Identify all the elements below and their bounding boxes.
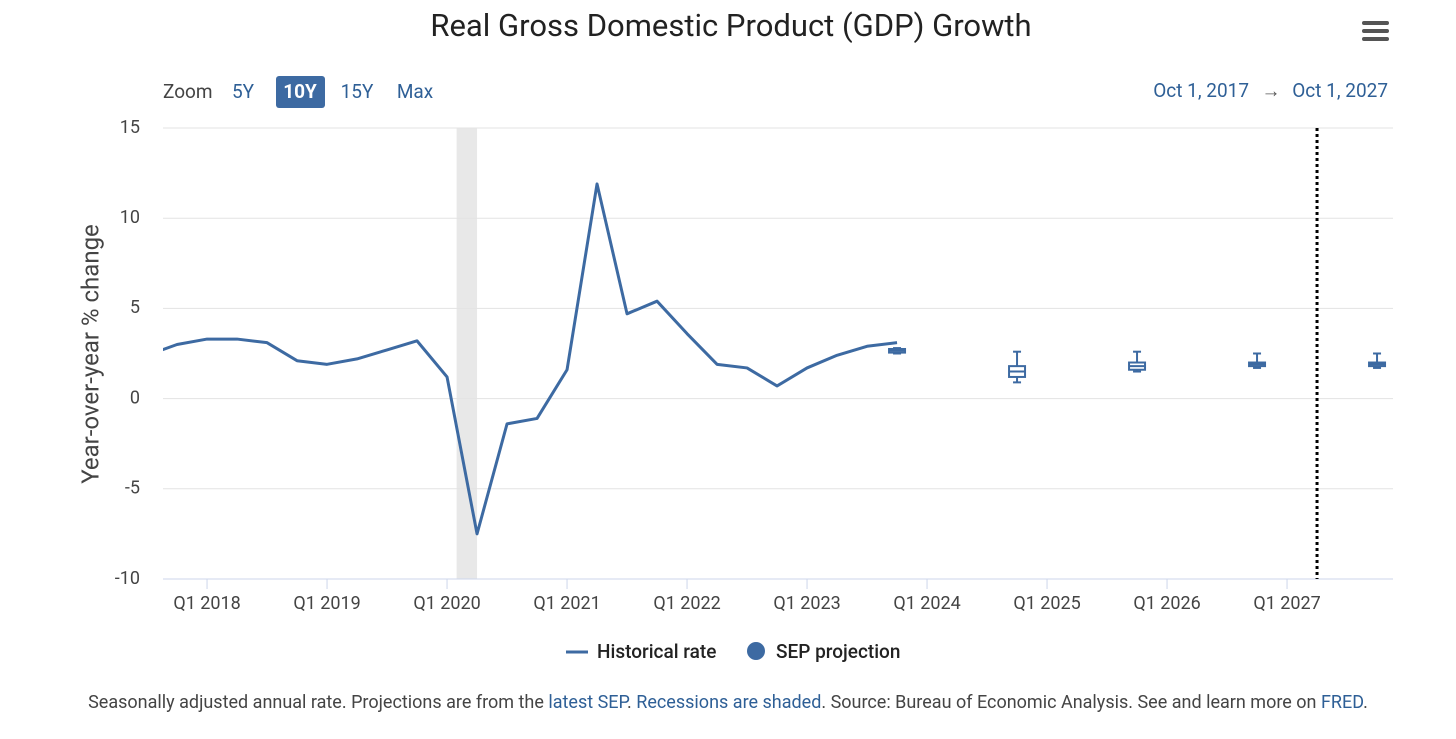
range-to: Oct 1, 2027 bbox=[1292, 79, 1388, 102]
footnote-link[interactable]: FRED bbox=[1320, 692, 1364, 713]
zoom-label: Zoom bbox=[163, 80, 213, 103]
zoom-button-label: 10Y bbox=[283, 80, 317, 103]
y-tick-label: 10 bbox=[120, 207, 140, 228]
chart-title: Real Gross Domestic Product (GDP) Growth bbox=[430, 7, 1031, 44]
zoom-button[interactable]: 5Y bbox=[232, 80, 255, 103]
menu-button[interactable] bbox=[1362, 21, 1389, 41]
y-tick-label: -5 bbox=[125, 478, 140, 499]
zoom-button[interactable]: 10Y bbox=[276, 76, 325, 108]
x-tick-label: Q1 2024 bbox=[893, 593, 960, 614]
legend-label: Historical rate bbox=[597, 640, 716, 663]
chart: Real Gross Domestic Product (GDP) Growth… bbox=[76, 7, 1393, 663]
zoom-button[interactable]: Max bbox=[397, 80, 434, 103]
x-tick-label: Q1 2025 bbox=[1013, 593, 1080, 614]
footnote-text: . bbox=[627, 692, 637, 713]
footnote-link[interactable]: latest SEP bbox=[548, 692, 628, 713]
menu-bar bbox=[1362, 21, 1389, 25]
x-tick-label: Q1 2026 bbox=[1133, 593, 1200, 614]
menu-bar bbox=[1362, 37, 1389, 41]
zoom-button-bg bbox=[276, 76, 325, 108]
plot-area bbox=[163, 182, 1387, 536]
legend-label: SEP projection bbox=[776, 640, 900, 663]
legend-item[interactable]: Historical rate bbox=[566, 640, 716, 663]
range-from: Oct 1, 2017 bbox=[1153, 79, 1249, 102]
footnote-text: . bbox=[1363, 692, 1368, 713]
x-tick-label: Q1 2023 bbox=[773, 593, 840, 614]
y-tick-label: 0 bbox=[130, 387, 140, 408]
recession-band bbox=[456, 128, 478, 579]
zoom-button-label: 15Y bbox=[341, 80, 374, 103]
x-tick-label: Q1 2018 bbox=[173, 593, 240, 614]
legend-item[interactable]: SEP projection bbox=[747, 640, 900, 663]
y-tick-label: 15 bbox=[120, 117, 140, 138]
footnote-text: . Source: Bureau of Economic Analysis. S… bbox=[821, 692, 1321, 713]
zoom-button-label: Max bbox=[397, 80, 434, 103]
x-tick-label: Q1 2020 bbox=[413, 593, 480, 614]
x-tick-label: Q1 2027 bbox=[1253, 593, 1320, 614]
x-tick-label: Q1 2019 bbox=[293, 593, 360, 614]
x-tick-label: Q1 2021 bbox=[533, 593, 600, 614]
footnote-link[interactable]: Recessions are shaded bbox=[636, 692, 822, 713]
zoom-button-label: 5Y bbox=[232, 80, 255, 103]
y-tick-label: -10 bbox=[115, 568, 140, 589]
footnote-text: Seasonally adjusted annual rate. Project… bbox=[88, 692, 549, 713]
range-arrow: → bbox=[1262, 79, 1281, 102]
zoom-button[interactable]: 15Y bbox=[341, 80, 374, 103]
y-tick-label: 5 bbox=[130, 297, 140, 318]
footnote: Seasonally adjusted annual rate. Project… bbox=[0, 692, 1456, 713]
menu-bar bbox=[1362, 29, 1389, 33]
legend-symbol bbox=[747, 642, 765, 660]
x-tick-label: Q1 2022 bbox=[653, 593, 720, 614]
series-line bbox=[163, 182, 898, 536]
y-axis-label: Year-over-year % change bbox=[76, 224, 104, 484]
